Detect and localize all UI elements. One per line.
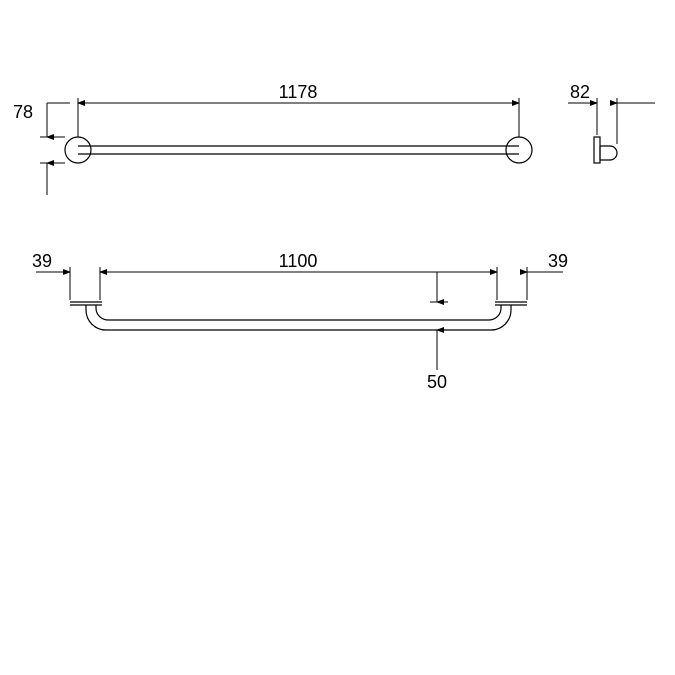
dim-39-right: 39	[548, 251, 568, 271]
dim-50: 50	[427, 372, 447, 392]
dim-1178: 1178	[279, 82, 318, 102]
top-view: 1100 39 39 50	[32, 251, 568, 392]
side-view: 82	[568, 82, 655, 163]
front-view: 1178 78	[13, 82, 532, 195]
technical-drawing: 1178 78 82 1100	[0, 0, 675, 675]
dim-39-left: 39	[32, 251, 52, 271]
dim-1100: 1100	[279, 251, 318, 271]
dim-82: 82	[570, 82, 590, 102]
dim-78: 78	[13, 102, 33, 122]
